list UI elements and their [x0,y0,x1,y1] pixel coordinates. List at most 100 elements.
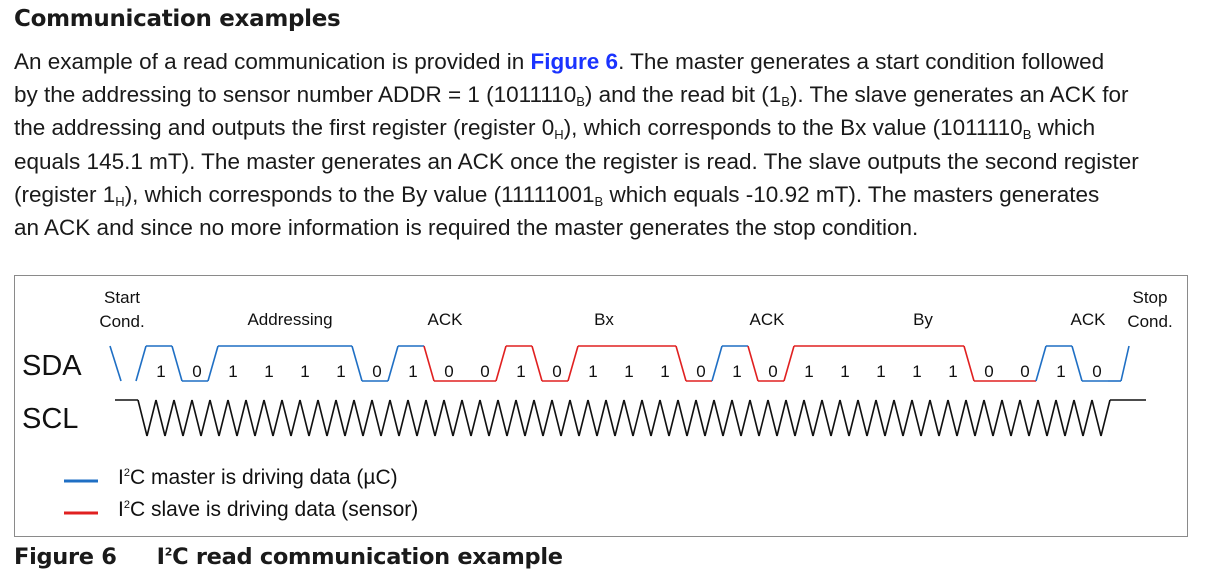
sda-bit-value: 1 [624,362,633,381]
sda-edge [207,345,219,382]
sda-bit-value: 0 [768,362,777,381]
text: C slave is driving data (sensor) [129,498,419,521]
text: I [118,498,124,521]
scl-fall [641,399,652,437]
phase-label-start: Start [104,288,140,307]
scl-rise [920,399,931,437]
scl-rise [938,399,949,437]
scl-fall [1091,399,1102,437]
superscript: 2 [123,499,130,511]
phase-label-bx: Bx [594,310,614,329]
scl-rise [758,399,769,437]
figure-label: Figure 6 [14,544,117,570]
phase-label-ack: ACK [428,310,464,329]
sda-edge [423,345,435,382]
scl-rise [236,399,247,437]
scl-rise [596,399,607,437]
scl-rise [1028,399,1039,437]
scl-rise [452,399,463,437]
scl-rise [974,399,985,437]
subscript: B [576,94,585,110]
sda-bit-value: 0 [372,362,381,381]
sda-edge [963,345,975,382]
paragraph-line-6: an ACK and since no more information is … [14,215,919,241]
paragraph-line-1: An example of a read communication is pr… [14,45,1199,78]
phase-label-by: By [913,310,933,329]
sda-waveform [109,345,1130,382]
sda-bit-value: 1 [912,362,921,381]
figure-6-link[interactable]: Figure 6 [530,49,619,74]
scl-rise [362,399,373,437]
sda-bit-value: 1 [804,362,813,381]
scl-rise [632,399,643,437]
scl-rise [254,399,265,437]
scl-rise [1046,399,1057,437]
scl-rise [992,399,1003,437]
superscript: 2 [123,467,130,479]
scl-fall [533,399,544,437]
scl-rise [776,399,787,437]
sda-bit-value: 1 [264,362,273,381]
scl-fall [605,399,616,437]
scl-rise [542,399,553,437]
scl-fall [623,399,634,437]
sda-edge [1035,345,1047,382]
sda-edge [675,345,687,382]
scl-fall [965,399,976,437]
scl-rise [830,399,841,437]
scl-fall [929,399,940,437]
scl-fall [137,399,148,437]
scl-rise [1064,399,1075,437]
scl-fall [263,399,274,437]
scl-fall [299,399,310,437]
sda-bit-value: 1 [732,362,741,381]
scl-rise [524,399,535,437]
scl-rise [380,399,391,437]
scl-fall [713,399,724,437]
scl-fall [839,399,850,437]
scl-rise [722,399,733,437]
sda-edge [1071,345,1083,382]
scl-fall [245,399,256,437]
scl-rise [200,399,211,437]
scl-fall [947,399,958,437]
sda-edge [351,345,363,382]
paragraph-line-4: equals 145.1 mT). The master generates a… [14,148,1139,174]
text: (register 1 [14,181,116,207]
subscript: H [554,127,564,143]
scl-fall [497,399,508,437]
scl-fall [659,399,670,437]
scl-rise [902,399,913,437]
scl-rise [686,399,697,437]
subscript: B [594,193,604,209]
scl-fall [821,399,832,437]
scl-rise [794,399,805,437]
subscript: B [781,94,790,110]
sda-edge [387,345,399,382]
scl-fall [803,399,814,437]
scl-rise [308,399,319,437]
text: ). The slave generates an ACK for [789,82,1129,108]
phase-label-ack: ACK [750,310,786,329]
subscript: H [115,193,125,209]
text: C master is driving data (µC) [129,466,398,489]
scl-rise [326,399,337,437]
scl-waveform [115,399,1146,437]
scl-fall [191,399,202,437]
scl-fall [785,399,796,437]
scl-rise [848,399,859,437]
figure-caption: Figure 6 I2C read communication example [14,544,563,570]
text: . The master generates a start condition… [618,49,1105,74]
scl-rise [506,399,517,437]
sda-bit-value: 0 [552,362,561,381]
scl-fall [281,399,292,437]
scl-fall [515,399,526,437]
phase-label-addressing: Addressing [247,310,332,329]
phase-label-stop: Cond. [1127,312,1172,331]
sda-edge [495,345,507,382]
sda-bit-value: 0 [1020,362,1029,381]
sda-edge [783,345,795,382]
scl-fall [425,399,436,437]
scl-fall [893,399,904,437]
sda-bit-value: 1 [660,362,669,381]
